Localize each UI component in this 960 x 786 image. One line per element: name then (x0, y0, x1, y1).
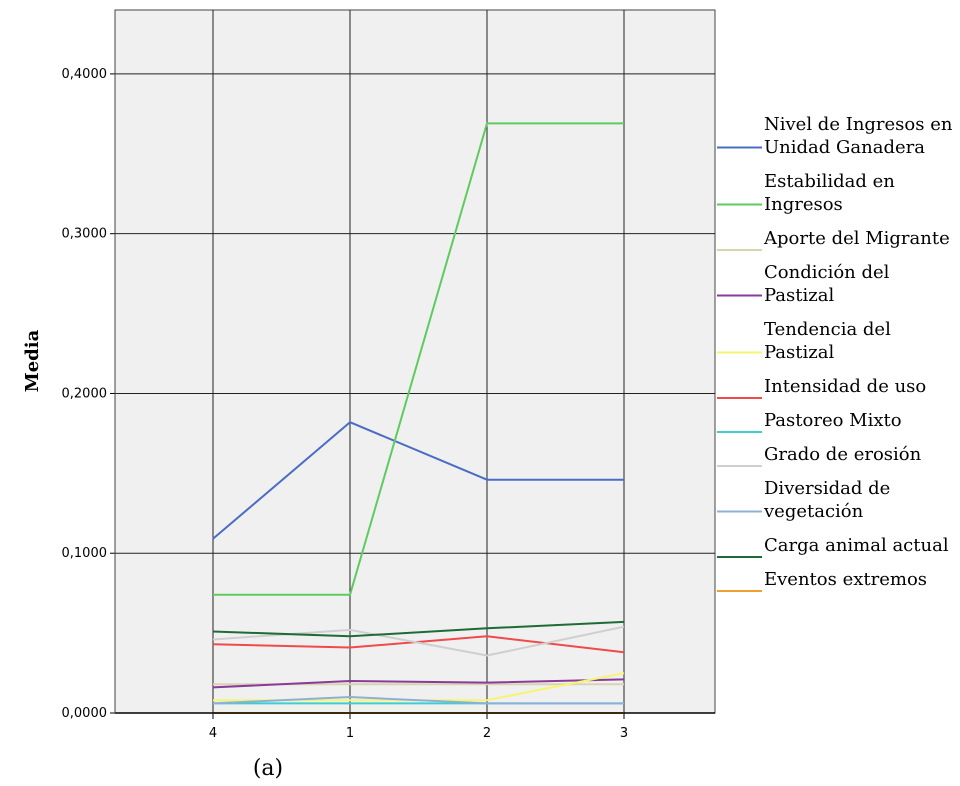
legend-label: Diversidad de (764, 478, 890, 499)
horizontal-gridlines (115, 73, 715, 554)
legend-label: Aporte del Migrante (763, 228, 950, 249)
x-tick-label: 4 (209, 726, 217, 741)
x-axis-ticks: 4 1 2 3 (209, 713, 628, 741)
y-tick-label: 0,1000 (62, 546, 108, 561)
legend-label: Tendencia del (764, 319, 891, 340)
legend-label: Intensidad de uso (764, 376, 926, 397)
y-axis-ticks: 0,0000 0,1000 0,2000 0,3000 0,4000 (62, 67, 115, 721)
legend-label: Pastizal (764, 285, 834, 306)
vertical-gridlines (212, 10, 625, 713)
legend-label: Ingresos (764, 194, 843, 215)
y-tick-label: 0,0000 (62, 706, 108, 721)
legend-label: Pastizal (764, 342, 834, 363)
y-tick-label: 0,4000 (62, 67, 108, 82)
y-axis-label: Media (22, 329, 43, 392)
legend-label: Grado de erosión (764, 444, 922, 465)
figure-caption: (a) (253, 756, 283, 781)
legend-label: Estabilidad en (764, 171, 895, 192)
series-line-10 (212, 620, 625, 638)
series-lines (212, 122, 625, 714)
legend-label: Condición del (764, 262, 890, 283)
x-tick-label: 2 (483, 726, 491, 741)
legend-label: Carga animal actual (764, 535, 949, 556)
legend-label: Pastoreo Mixto (764, 410, 902, 431)
plot-background (114, 9, 716, 714)
series-line-9 (212, 696, 624, 705)
series-line-2 (213, 122, 624, 596)
x-tick-label: 1 (346, 726, 354, 741)
series-line-4 (212, 678, 625, 689)
legend-label: vegetación (763, 501, 864, 522)
x-tick-label: 3 (620, 726, 628, 741)
series-line-1 (212, 421, 624, 540)
legend-label: Unidad Ganadera (764, 137, 925, 158)
legend-label: Eventos extremos (764, 569, 927, 590)
y-tick-label: 0,3000 (62, 227, 108, 242)
legend-label: Nivel de Ingresos en (764, 114, 953, 135)
y-tick-label: 0,2000 (62, 386, 108, 401)
